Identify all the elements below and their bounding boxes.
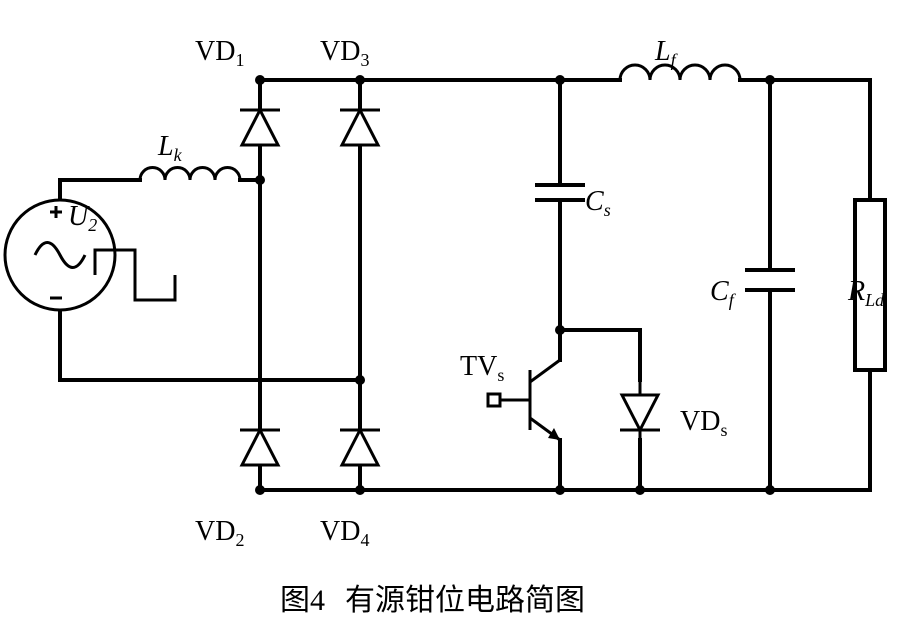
svg-text:图4有源钳位电路简图: 图4 有源钳位电路简图 (280, 584, 585, 617)
svg-text:VD1: VD1 (195, 36, 244, 70)
labels: U2 Lk VD1 VD3 VD2 VD4 Cs TVs VDs Lf Cf R… (68, 36, 885, 617)
svg-text:TVs: TVs (460, 351, 504, 385)
capacitor-cs (535, 160, 585, 220)
svg-text:U2: U2 (68, 201, 97, 235)
diode-vd4 (340, 430, 380, 465)
label-lf: L (654, 36, 671, 67)
label-u2: U (68, 201, 90, 232)
label-rld: R (847, 276, 865, 307)
label-vd3: VD (320, 36, 360, 67)
inductor-lk (140, 167, 240, 180)
label-lk: L (157, 131, 174, 162)
label-vd4: VD (320, 516, 360, 547)
svg-text:VD3: VD3 (320, 36, 369, 70)
svg-text:VD2: VD2 (195, 516, 244, 550)
label-cf: C (710, 276, 729, 307)
source-u2 (5, 200, 115, 310)
capacitor-cf (745, 250, 795, 310)
svg-text:Lf: Lf (654, 36, 679, 70)
label-vds: VD (680, 406, 720, 437)
svg-text:VDs: VDs (680, 406, 727, 440)
label-vd2: VD (195, 516, 235, 547)
svg-text:Cf: Cf (710, 276, 737, 310)
diode-vd1 (240, 110, 280, 145)
label-vd1: VD (195, 36, 235, 67)
svg-text:Lk: Lk (157, 131, 183, 165)
diode-vd3 (340, 110, 380, 145)
diode-vd2 (240, 430, 280, 465)
label-tvs: TV (460, 351, 497, 382)
label-cs: C (585, 186, 604, 217)
svg-text:Cs: Cs (585, 186, 611, 220)
caption-prefix: 图4 (280, 584, 325, 617)
caption-text: 有源钳位电路简图 (345, 584, 585, 617)
diode-vds (620, 380, 660, 440)
svg-text:VD4: VD4 (320, 516, 369, 550)
inductor-lf (620, 65, 740, 80)
